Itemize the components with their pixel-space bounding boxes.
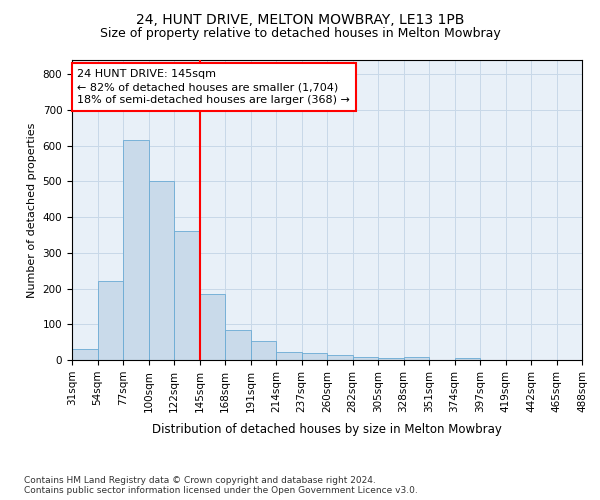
Bar (123, 140, 149, 360)
Bar (455, 358, 480, 360)
Text: Contains HM Land Registry data © Crown copyright and database right 2024.
Contai: Contains HM Land Registry data © Crown c… (24, 476, 418, 495)
Bar (199, 294, 225, 360)
Text: Distribution of detached houses by size in Melton Mowbray: Distribution of detached houses by size … (152, 424, 502, 436)
Bar (97, 282, 123, 360)
Bar (327, 355, 353, 360)
Bar (174, 232, 199, 360)
Bar (225, 330, 251, 360)
Text: 24, HUNT DRIVE, MELTON MOWBRAY, LE13 1PB: 24, HUNT DRIVE, MELTON MOWBRAY, LE13 1PB (136, 12, 464, 26)
Text: Size of property relative to detached houses in Melton Mowbray: Size of property relative to detached ho… (100, 28, 500, 40)
Bar (149, 182, 174, 360)
Text: 24 HUNT DRIVE: 145sqm
← 82% of detached houses are smaller (1,704)
18% of semi-d: 24 HUNT DRIVE: 145sqm ← 82% of detached … (77, 69, 350, 106)
Bar (276, 352, 302, 360)
Y-axis label: Number of detached properties: Number of detached properties (27, 122, 37, 298)
Bar (302, 353, 327, 360)
Bar (353, 357, 378, 360)
Bar (378, 358, 404, 360)
Bar (404, 357, 429, 360)
Bar (72, 348, 97, 360)
Bar (251, 342, 276, 360)
